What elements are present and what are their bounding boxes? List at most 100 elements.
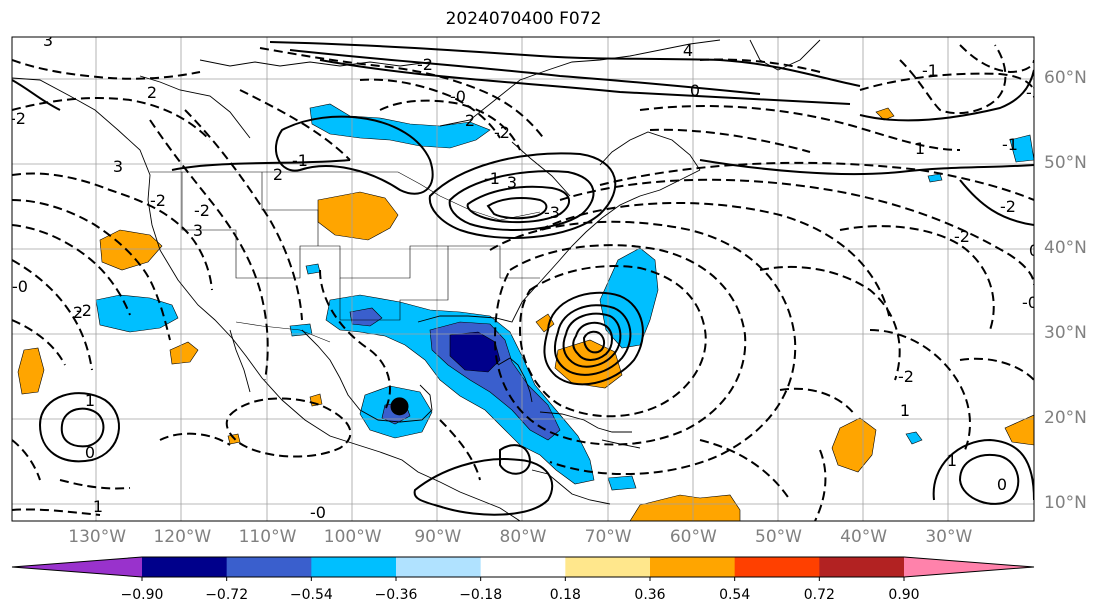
contour-label: 1 xyxy=(900,401,910,420)
shade-positive xyxy=(875,107,895,121)
contour-label: 4 xyxy=(683,41,693,60)
colorbar-segment xyxy=(142,557,228,577)
colorbar-segment xyxy=(650,557,736,577)
shade-negative xyxy=(927,173,943,183)
contour-label: -2 xyxy=(954,227,970,246)
contour-label: 1 xyxy=(915,139,925,158)
contour-label: 3 xyxy=(43,31,53,50)
storm-center-marker xyxy=(390,397,409,416)
contour-label: 0 xyxy=(690,81,700,100)
contour-label: 2 xyxy=(147,83,157,102)
lon-tick-label: 110°W xyxy=(238,527,297,547)
shade-negative xyxy=(95,294,179,333)
contour-label: -1 xyxy=(1002,135,1018,154)
colorbar-tick-label: 0.90 xyxy=(888,587,920,603)
contour-label: 3 xyxy=(507,173,517,192)
anomaly-shading xyxy=(17,103,1034,521)
contour-label: -0 xyxy=(450,87,466,106)
lat-tick-label: 60°N xyxy=(1044,68,1087,89)
shade-positive xyxy=(17,347,45,395)
contour-label: 0 xyxy=(1029,241,1039,260)
colorbar-extend-low xyxy=(12,557,142,577)
shade-positive xyxy=(629,494,741,521)
contour-label: -3 xyxy=(544,203,560,222)
lat-tick-label: 20°N xyxy=(1044,408,1087,429)
contour-label: -2 xyxy=(1000,197,1016,216)
colorbar-segment xyxy=(565,557,651,577)
colorbar-segment xyxy=(819,557,905,577)
colorbar-tick-label: 0.36 xyxy=(634,587,666,603)
lon-tick-label: 50°W xyxy=(755,527,802,547)
contour-label: 3 xyxy=(193,221,203,240)
map-plot-area: 32-2323-0-2340-1-1-322-1-3-2-1-21-20-2-0… xyxy=(10,31,1042,522)
shade-positive xyxy=(554,339,623,389)
lon-tick-label: 30°W xyxy=(925,527,973,547)
lon-tick-label: 80°W xyxy=(499,527,547,547)
contour-label: 0 xyxy=(85,443,95,462)
colorbar-segment xyxy=(226,557,312,577)
borders xyxy=(150,171,541,343)
contour-label: 2 xyxy=(73,303,83,322)
contour-lines-negative xyxy=(12,44,1034,521)
colorbar-segment xyxy=(311,557,397,577)
map-frame xyxy=(11,36,1035,522)
colorbar-segment xyxy=(396,557,482,577)
lat-tick-label: 50°N xyxy=(1044,153,1087,174)
shade-positive xyxy=(169,341,199,365)
shade-negative xyxy=(325,294,595,485)
shade-negative xyxy=(599,247,659,349)
contour-label: -3 xyxy=(1026,83,1042,102)
map-title: 2024070400 F072 xyxy=(445,9,602,29)
colorbar-tick-label: −0.72 xyxy=(205,587,249,603)
shade-negative xyxy=(905,431,923,445)
contour-label: -1 xyxy=(484,169,500,188)
colorbar-tick-label: 0.18 xyxy=(549,587,581,603)
contour-label: -1 xyxy=(292,151,308,170)
shade-negative xyxy=(1009,134,1034,163)
colorbar-tick-label: −0.18 xyxy=(459,587,503,603)
contour-label: -2 xyxy=(76,301,92,320)
shade-positive xyxy=(317,191,399,241)
contour-label: 1 xyxy=(85,391,95,410)
contour-label: -0 xyxy=(1022,293,1038,312)
lon-tick-label: 90°W xyxy=(414,527,462,547)
colorbar-tick-label: −0.90 xyxy=(120,587,164,603)
shade-negative xyxy=(305,263,321,275)
contour-lines-positive xyxy=(12,41,1034,516)
lon-tick-label: 40°W xyxy=(840,527,888,547)
lat-tick-label: 10°N xyxy=(1044,493,1087,514)
contour-label: -0 xyxy=(12,277,28,296)
contour-label: 1 xyxy=(93,497,103,516)
lat-tick-label: 30°N xyxy=(1044,323,1087,344)
colorbar-segment xyxy=(480,557,566,577)
contour-label: 2 xyxy=(273,165,283,184)
colorbar-extend-high xyxy=(904,557,1034,577)
contour-label: -1 xyxy=(922,61,938,80)
contour-label: -0 xyxy=(310,503,326,522)
lon-tick-label: 130°W xyxy=(68,527,127,547)
shade-negative xyxy=(607,475,637,491)
colorbar-tick-label: 0.72 xyxy=(803,587,835,603)
colorbar xyxy=(11,556,1035,581)
colorbar-tick-label: −0.54 xyxy=(289,587,333,603)
contour-label: -2 xyxy=(898,367,914,386)
colorbar-segment xyxy=(734,557,820,577)
contour-label: 2 xyxy=(465,111,475,130)
contour-label: -2 xyxy=(494,123,510,142)
coastlines xyxy=(12,39,821,521)
contour-label: 0 xyxy=(997,475,1007,494)
contour-label: -2 xyxy=(194,201,210,220)
lon-tick-label: 70°W xyxy=(584,527,632,547)
contour-labels: 32-2323-0-2340-1-1-322-1-3-2-1-21-20-2-0… xyxy=(10,31,1042,522)
contour-label: -2 xyxy=(417,55,433,74)
lon-tick-label: 60°W xyxy=(669,527,717,547)
colorbar-tick-label: 0.54 xyxy=(719,587,751,603)
contour-label: 1 xyxy=(947,451,957,470)
contour-label: -2 xyxy=(10,109,26,128)
lon-tick-label: 100°W xyxy=(323,527,382,547)
contour-label: -2 xyxy=(150,191,166,210)
shade-positive xyxy=(535,313,555,333)
contour-label: 3 xyxy=(113,157,123,176)
colorbar-tick-label: −0.36 xyxy=(374,587,418,603)
